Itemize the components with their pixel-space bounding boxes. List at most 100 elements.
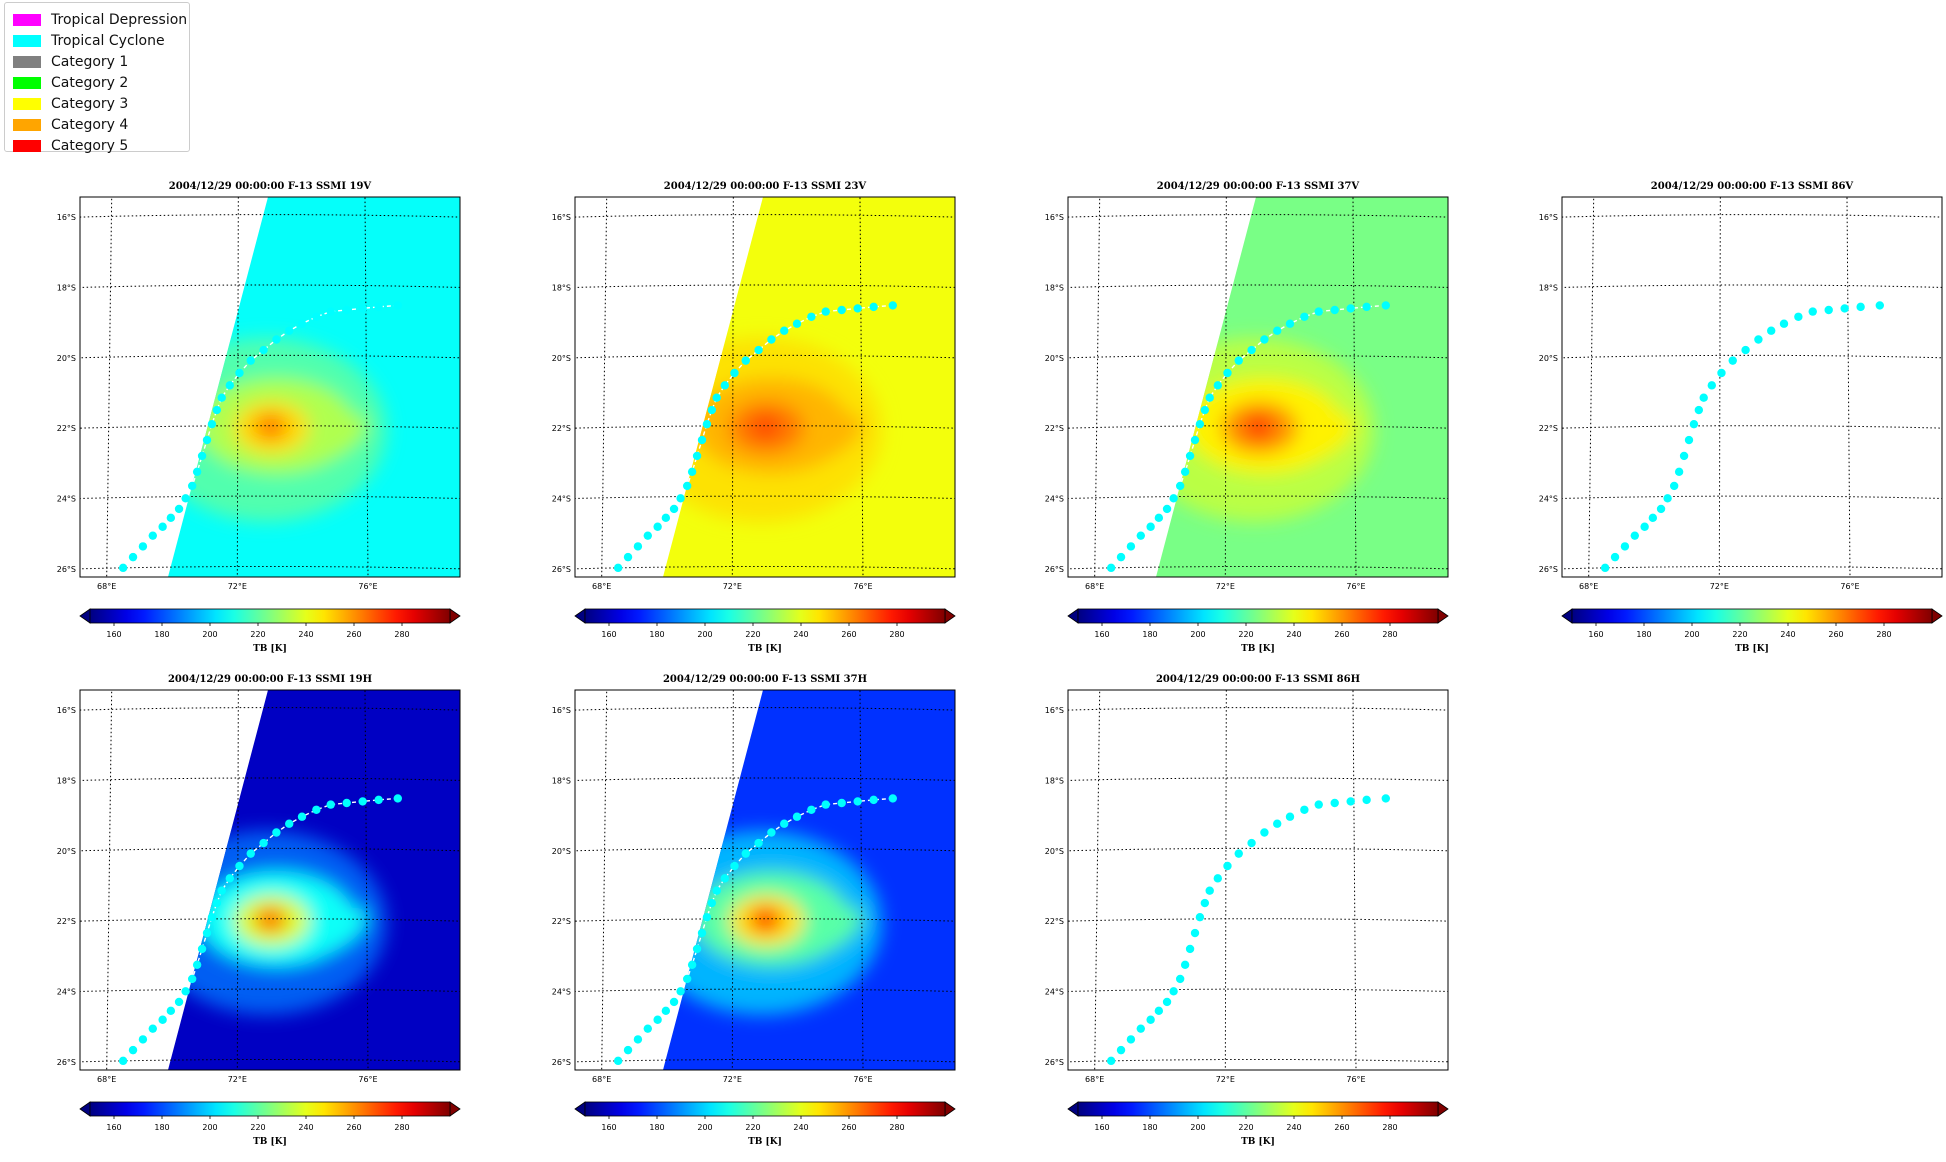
meridian — [236, 690, 239, 1070]
lat-tick-label: 16°S — [57, 706, 76, 715]
meridian — [601, 691, 608, 1070]
colorbar-extend-low — [79, 1101, 91, 1117]
colorbar-label: TB [K] — [748, 1137, 782, 1147]
track-point — [1669, 481, 1679, 491]
panel-title: 2004/12/29 00:00:00 F-13 SSMI 86H — [1156, 674, 1360, 685]
parallel — [1068, 354, 1448, 359]
colorbar: 160 180 200 220 240 260 280 TB [K] — [79, 608, 461, 654]
meridian — [1094, 198, 1101, 577]
track-point — [780, 326, 789, 335]
track-point — [623, 552, 633, 562]
lat-tick-label: 26°S — [552, 565, 571, 574]
meridian — [364, 690, 369, 1070]
parallel — [1068, 707, 1448, 711]
legend-entry: Category 3 — [13, 93, 189, 114]
colorbar-gradient — [584, 1101, 946, 1117]
colorbar-label: TB [K] — [1241, 1137, 1275, 1147]
tb-blob — [254, 906, 287, 933]
tb-blob — [295, 414, 368, 466]
track-point — [1213, 874, 1222, 883]
track-point — [682, 481, 692, 491]
track-point — [1684, 435, 1694, 445]
track-point — [174, 997, 184, 1007]
track-point — [1136, 1024, 1146, 1033]
legend-swatch — [13, 139, 41, 152]
parallel — [575, 495, 955, 499]
colorbar-extend-high — [449, 1101, 461, 1117]
track-point — [1330, 798, 1339, 808]
lat-tick-label: 22°S — [1045, 424, 1064, 433]
colorbar-tick-label: 240 — [793, 630, 808, 639]
storm-track — [118, 301, 402, 573]
parallel — [575, 1058, 955, 1063]
storm-track — [613, 794, 897, 1066]
map-panel: 2004/12/29 00:00:00 F-13 SSMI 19H 16°S 18°… — [57, 674, 461, 1084]
colorbar-tick-label: 260 — [346, 1123, 361, 1132]
track-point — [712, 393, 721, 402]
track-point — [212, 405, 222, 415]
track-point — [326, 800, 335, 809]
legend-swatch — [13, 118, 41, 131]
track-point — [1824, 305, 1833, 315]
track-point — [246, 849, 255, 858]
lat-tick-label: 18°S — [1045, 776, 1064, 785]
track-point — [118, 563, 128, 573]
colorbar-tick-label: 220 — [250, 630, 265, 639]
track-point — [1195, 912, 1205, 922]
colorbar-tick-label: 240 — [1286, 1123, 1301, 1132]
track-point — [853, 304, 862, 313]
track-point — [730, 861, 739, 871]
map-frame — [79, 689, 461, 1071]
track-point — [374, 302, 383, 312]
parallel — [1562, 214, 1942, 218]
track-point — [138, 1035, 148, 1044]
colorbar-tick-label: 160 — [1094, 630, 1109, 639]
track-point — [187, 481, 197, 491]
track-point — [1234, 356, 1243, 365]
parallel — [80, 495, 460, 499]
track-point — [197, 451, 207, 461]
lat-tick-label: 18°S — [57, 283, 76, 292]
legend-label: Category 5 — [51, 137, 129, 154]
legend-label: Category 1 — [51, 53, 129, 70]
map-frame — [574, 196, 956, 578]
colorbar-tick-label: 220 — [745, 630, 760, 639]
map-panel: 2004/12/29 00:00:00 F-13 SSMI 19V 16°S 18°… — [57, 181, 461, 591]
track-point — [1754, 335, 1763, 344]
track-point — [1620, 542, 1630, 551]
lat-tick-label: 22°S — [1539, 424, 1558, 433]
gridlines — [1068, 197, 1448, 577]
meridian — [1352, 197, 1357, 577]
track-point — [1223, 368, 1232, 378]
colorbar-extend-low — [574, 1101, 586, 1117]
track-point — [643, 1024, 652, 1033]
track-point — [1640, 522, 1649, 531]
colorbar-tick-label: 180 — [1142, 630, 1157, 639]
track-point — [1362, 795, 1371, 805]
parallel — [1562, 495, 1942, 499]
track-point — [1175, 481, 1185, 491]
track-point — [148, 1024, 157, 1033]
track-point — [687, 960, 697, 969]
track-point — [613, 1056, 623, 1066]
colorbar-gradient — [1077, 1101, 1439, 1117]
track-point — [297, 812, 307, 821]
track-point — [197, 944, 207, 954]
map-frame — [1067, 196, 1449, 578]
lat-tick-label: 26°S — [57, 565, 76, 574]
track-point — [692, 451, 702, 461]
parallel — [575, 918, 955, 922]
lat-tick-label: 16°S — [1539, 213, 1558, 222]
track-point — [1840, 304, 1849, 313]
track-point — [1779, 319, 1789, 328]
tb-blob — [1242, 413, 1275, 440]
colorbar-gradient — [89, 1101, 451, 1117]
track-point — [217, 393, 226, 402]
track-point — [128, 552, 138, 562]
parallel — [575, 707, 955, 711]
track-point — [235, 368, 244, 378]
lon-tick-label: 76°E — [1346, 1075, 1365, 1084]
colorbar-tick-label: 240 — [298, 630, 313, 639]
track-point — [1126, 1035, 1136, 1044]
colorbar-tick-label: 200 — [1190, 630, 1205, 639]
